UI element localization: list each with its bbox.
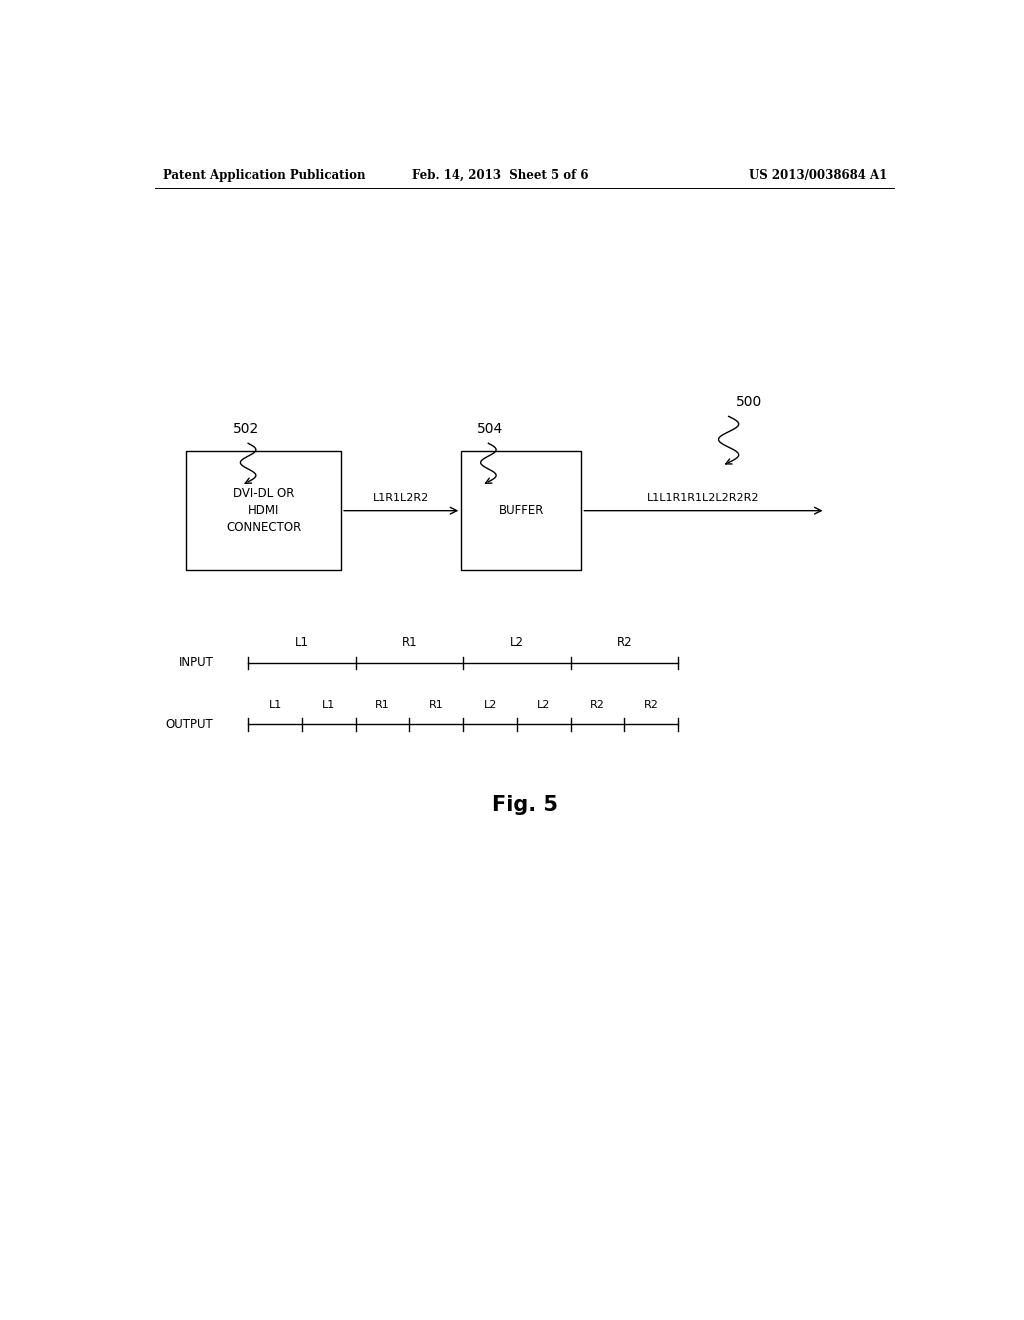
Text: L1L1R1R1L2L2R2R2: L1L1R1R1L2L2R2R2 — [647, 492, 760, 503]
Bar — [461, 451, 582, 570]
Text: 502: 502 — [232, 421, 259, 436]
Text: 504: 504 — [477, 421, 503, 436]
Text: L2: L2 — [483, 701, 497, 710]
Text: DVI-DL OR
HDMI
CONNECTOR: DVI-DL OR HDMI CONNECTOR — [226, 487, 301, 535]
Text: L1: L1 — [295, 636, 309, 649]
Text: R1: R1 — [429, 701, 443, 710]
Text: L2: L2 — [510, 636, 524, 649]
Text: BUFFER: BUFFER — [499, 504, 544, 517]
Bar — [186, 451, 341, 570]
Text: L1: L1 — [268, 701, 282, 710]
Text: R2: R2 — [590, 701, 605, 710]
Text: R2: R2 — [644, 701, 658, 710]
Text: L1R1L2R2: L1R1L2R2 — [373, 492, 429, 503]
Text: R1: R1 — [375, 701, 390, 710]
Text: INPUT: INPUT — [178, 656, 213, 669]
Text: US 2013/0038684 A1: US 2013/0038684 A1 — [750, 169, 888, 182]
Text: Fig. 5: Fig. 5 — [492, 795, 558, 816]
Text: OUTPUT: OUTPUT — [166, 718, 213, 731]
Text: 500: 500 — [736, 395, 763, 409]
Text: R1: R1 — [401, 636, 417, 649]
Text: Patent Application Publication: Patent Application Publication — [163, 169, 366, 182]
Text: L2: L2 — [538, 701, 551, 710]
Text: L1: L1 — [323, 701, 336, 710]
Text: R2: R2 — [616, 636, 632, 649]
Text: Feb. 14, 2013  Sheet 5 of 6: Feb. 14, 2013 Sheet 5 of 6 — [412, 169, 588, 182]
